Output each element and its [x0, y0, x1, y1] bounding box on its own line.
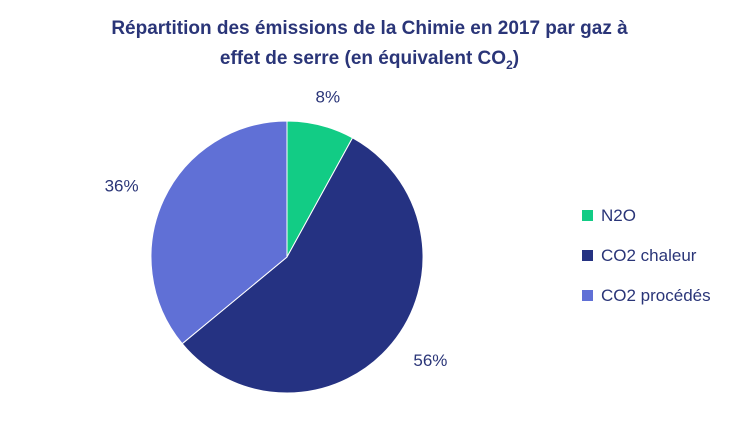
legend-label-co2-procedes: CO2 procédés — [601, 285, 711, 305]
legend-swatch-n2o — [582, 210, 593, 221]
legend-item-n2o: N2O — [582, 205, 711, 226]
chart-title: Répartition des émissions de la Chimie e… — [0, 14, 739, 80]
legend-item-co2-chaleur: CO2 chaleur — [582, 245, 711, 266]
legend-swatch-co2-chaleur — [582, 250, 593, 261]
slice-label-co2-procedes: 36% — [105, 177, 139, 196]
slice-label-co2-chaleur: 56% — [413, 351, 447, 370]
legend: N2O CO2 chaleur CO2 procédés — [582, 205, 711, 325]
chart-title-line-2-text: effet de serre (en équivalent CO — [219, 48, 507, 69]
slice-label-n2o: 8% — [315, 88, 340, 107]
pie-slice-co2-chaleur — [181, 137, 424, 394]
legend-swatch-co2-procedes — [582, 290, 593, 301]
chart-title-line-2-end: ) — [512, 48, 520, 69]
legend-label-co2-chaleur: CO2 chaleur — [601, 245, 697, 265]
chart-title-subscript: 2 — [506, 57, 513, 72]
chart-title-line-1: Répartition des émissions de la Chimie e… — [111, 18, 628, 39]
chart-title-line-2: effet de serre (en équivalent CO2) — [0, 44, 739, 80]
legend-item-co2-procedes: CO2 procédés — [582, 285, 711, 306]
legend-label-n2o: N2O — [601, 205, 636, 225]
pie-slice-co2-procedes — [150, 120, 288, 345]
